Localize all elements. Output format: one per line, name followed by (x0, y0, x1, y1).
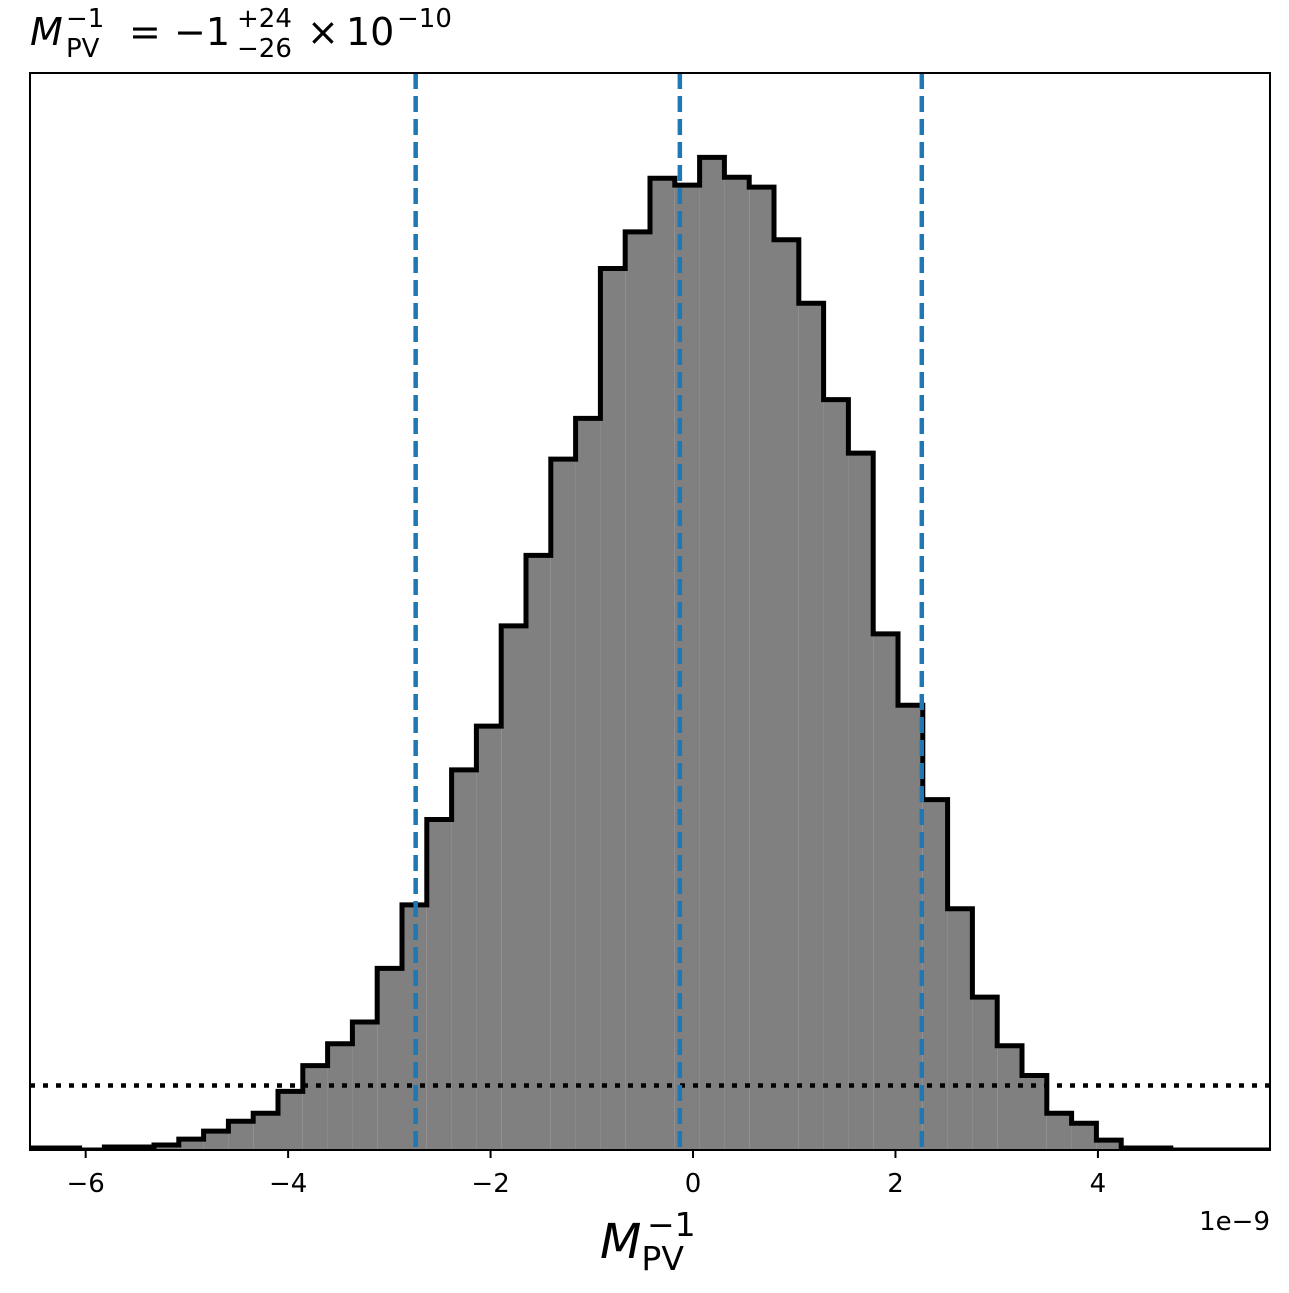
x-tick-label: −4 (269, 1169, 307, 1199)
histogram-bar (650, 178, 675, 1150)
x-axis-label: MPV−1 (600, 1205, 696, 1278)
histogram-bar (674, 185, 700, 1150)
histogram-bar (426, 819, 452, 1150)
histogram-bar (1022, 1075, 1047, 1150)
histogram-bar (600, 268, 626, 1150)
histogram-bar (898, 705, 923, 1150)
histogram-bar (625, 231, 650, 1150)
histogram-bar (972, 997, 998, 1150)
histogram-bar (228, 1121, 254, 1150)
histogram-bar (1096, 1140, 1122, 1150)
histogram-bar (253, 1113, 278, 1150)
title-err-plus: +24 (237, 4, 292, 34)
histogram-bar (178, 1139, 204, 1150)
histogram-bar (922, 799, 948, 1150)
histogram-bar (848, 453, 874, 1150)
x-tick-label: 2 (887, 1169, 904, 1199)
title-err-minus: −26 (237, 34, 292, 64)
plot-contents (30, 73, 1270, 1150)
histogram-bars (30, 157, 1171, 1150)
title-times: × (307, 10, 339, 54)
title-power-base: 10 (346, 10, 394, 54)
title-power-exp: −10 (397, 4, 452, 34)
histogram-bar (1046, 1113, 1072, 1150)
x-axis-label-sup: −1 (647, 1205, 696, 1244)
histogram-bar (575, 418, 601, 1150)
x-axis-label-text: MPV (600, 1214, 684, 1278)
histogram-bar (203, 1131, 229, 1150)
title-symbol: M (30, 10, 63, 54)
histogram-bar (501, 625, 526, 1150)
plot-frame (29, 72, 1271, 1151)
histogram-bar (526, 555, 551, 1150)
x-tick-label: 4 (1090, 1169, 1107, 1199)
histogram-outline (30, 154, 1270, 1150)
x-offset-label: 1e−9 (1199, 1207, 1270, 1237)
histogram-bar (798, 303, 824, 1150)
histogram-bar (327, 1043, 353, 1150)
plot-area (29, 72, 1271, 1151)
chart-title: M PV−1 = −1 +24−26 × 10 −10 (30, 4, 452, 64)
histogram-bar (724, 177, 750, 1150)
title-sup: −1 (66, 4, 104, 34)
title-value: −1 (174, 10, 230, 54)
histogram-bar (377, 968, 402, 1150)
x-tick-label: −2 (471, 1169, 509, 1199)
x-axis: −6 −4 −2 0 2 4 1e−9 (67, 1150, 1270, 1237)
histogram-bar (278, 1091, 303, 1150)
title-equals: = (129, 10, 161, 54)
histogram-bar (947, 908, 973, 1150)
histogram-bar (699, 157, 725, 1150)
histogram-bar (774, 239, 799, 1150)
histogram-bar (451, 769, 477, 1150)
histogram-bar (1071, 1123, 1097, 1150)
histogram-bar (823, 399, 849, 1150)
histogram-bar (476, 726, 502, 1150)
histogram-bar (302, 1065, 328, 1150)
histogram-bar (550, 459, 576, 1150)
x-tick-label: −6 (67, 1169, 105, 1199)
histogram-bar (873, 633, 898, 1150)
histogram-bar (749, 187, 774, 1150)
title-sub: PV (66, 34, 100, 64)
x-tick-label: 0 (685, 1169, 702, 1199)
histogram-bar (997, 1045, 1022, 1150)
